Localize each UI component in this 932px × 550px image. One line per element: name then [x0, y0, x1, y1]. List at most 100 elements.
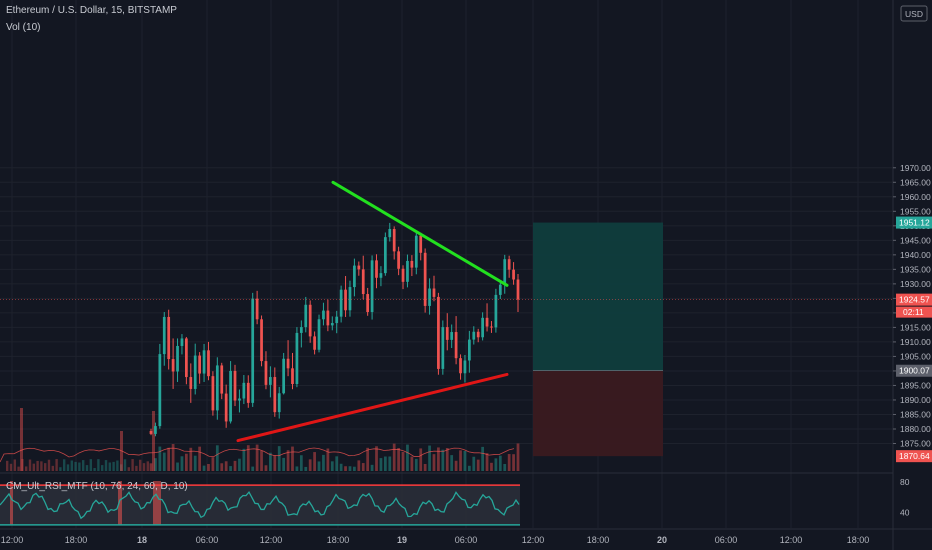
candle-body[interactable]: [202, 350, 206, 374]
candle-body[interactable]: [176, 345, 179, 372]
candle-body[interactable]: [392, 229, 396, 252]
candle-body[interactable]: [238, 398, 241, 401]
currency-box[interactable]: [900, 5, 928, 22]
candle-body[interactable]: [401, 268, 405, 282]
candle-body[interactable]: [286, 358, 290, 369]
candle-body[interactable]: [154, 426, 157, 434]
candle-body[interactable]: [503, 259, 507, 285]
candle-body[interactable]: [255, 298, 259, 320]
candle-body[interactable]: [162, 316, 166, 355]
candle-body[interactable]: [260, 319, 263, 362]
trendlines[interactable]: [0, 180, 893, 443]
candle-body[interactable]: [344, 289, 347, 311]
candle-body[interactable]: [224, 393, 228, 422]
candle-body[interactable]: [295, 332, 299, 385]
candle-body[interactable]: [485, 317, 489, 327]
candle-body[interactable]: [476, 331, 480, 338]
candle-body[interactable]: [335, 316, 339, 324]
candle-body[interactable]: [370, 260, 374, 313]
candle-body[interactable]: [397, 251, 400, 269]
candle-body[interactable]: [304, 304, 308, 328]
candle-body[interactable]: [459, 358, 462, 374]
candle-body[interactable]: [388, 229, 392, 238]
candle-body[interactable]: [428, 288, 431, 306]
candle-body[interactable]: [251, 298, 255, 403]
candle-body[interactable]: [467, 339, 471, 361]
candle-body[interactable]: [326, 310, 330, 326]
candle-body[interactable]: [441, 327, 445, 369]
candle-body[interactable]: [445, 327, 449, 340]
candle-body[interactable]: [432, 288, 436, 297]
candle-body[interactable]: [220, 365, 224, 394]
candle-body[interactable]: [171, 359, 175, 372]
last-price-badge[interactable]: [896, 293, 932, 306]
candle-body[interactable]: [339, 289, 343, 317]
candle-body[interactable]: [215, 365, 219, 411]
candle-body[interactable]: [233, 370, 237, 401]
candle-body[interactable]: [454, 332, 458, 359]
candle-body[interactable]: [158, 354, 162, 427]
candle-body[interactable]: [167, 316, 171, 360]
candle-body[interactable]: [322, 310, 325, 320]
candles[interactable]: [149, 222, 520, 437]
entry-price-label[interactable]: 1900.07: [899, 366, 930, 376]
candle-body[interactable]: [366, 294, 370, 313]
candle-body[interactable]: [423, 252, 427, 306]
candle-body[interactable]: [490, 326, 493, 328]
resistance-trendline[interactable]: [331, 180, 509, 287]
time-axis[interactable]: 12:00 18:00 18 06:00 12:00 18:00 19 06:00 12:00 1…: [1, 535, 870, 545]
candle-body[interactable]: [348, 287, 352, 311]
candle-body[interactable]: [273, 377, 277, 413]
countdown-label[interactable]: 02:11: [903, 307, 924, 317]
stop-price-label[interactable]: 1870.64: [899, 451, 930, 461]
candle-body[interactable]: [282, 358, 286, 394]
candle-body[interactable]: [317, 319, 321, 350]
candle-body[interactable]: [516, 279, 520, 300]
candle-body[interactable]: [512, 269, 515, 280]
currency-label[interactable]: USD: [905, 9, 923, 19]
candle-body[interactable]: [299, 327, 303, 333]
countdown-badge[interactable]: [896, 306, 932, 318]
candle-body[interactable]: [207, 350, 210, 377]
price-axis[interactable]: 1875.00 1880.00 1885.00 1890.00 1895.00 1900.…: [893, 163, 932, 463]
candle-body[interactable]: [330, 323, 334, 326]
candle-body[interactable]: [437, 296, 440, 369]
candle-body[interactable]: [494, 294, 498, 328]
stop-price-badge[interactable]: [896, 450, 932, 463]
rsi-panel[interactable]: 80 40: [0, 477, 910, 526]
candle-body[interactable]: [507, 259, 511, 270]
target-price-badge[interactable]: [896, 216, 932, 229]
candle-body[interactable]: [308, 304, 312, 337]
candle-body[interactable]: [264, 361, 268, 385]
candle-body[interactable]: [193, 355, 197, 389]
candle-body[interactable]: [149, 431, 153, 434]
candle-body[interactable]: [375, 260, 378, 278]
candle-body[interactable]: [414, 235, 418, 268]
candle-body[interactable]: [246, 382, 250, 403]
candle-body[interactable]: [185, 338, 188, 378]
candle-body[interactable]: [481, 317, 484, 338]
candle-body[interactable]: [211, 376, 215, 411]
candle-body[interactable]: [472, 331, 476, 340]
rsi-line[interactable]: [0, 490, 520, 520]
candle-body[interactable]: [269, 377, 272, 385]
candle-body[interactable]: [450, 332, 454, 340]
last-price-label[interactable]: 1924.57: [899, 295, 930, 305]
candle-body[interactable]: [189, 377, 193, 389]
candle-body[interactable]: [198, 355, 202, 374]
candle-body[interactable]: [357, 265, 361, 270]
candle-body[interactable]: [242, 382, 246, 399]
candle-body[interactable]: [383, 237, 387, 274]
entry-price-badge[interactable]: [896, 364, 932, 377]
support-trendline[interactable]: [236, 372, 509, 443]
candle-body[interactable]: [379, 273, 383, 278]
candle-body[interactable]: [498, 284, 502, 295]
candle-body[interactable]: [410, 260, 414, 268]
candle-body[interactable]: [353, 265, 356, 288]
candle-body[interactable]: [419, 235, 423, 253]
candle-body[interactable]: [361, 269, 365, 295]
candle-body[interactable]: [463, 360, 467, 374]
candle-body[interactable]: [229, 370, 232, 422]
candle-body[interactable]: [277, 393, 281, 413]
